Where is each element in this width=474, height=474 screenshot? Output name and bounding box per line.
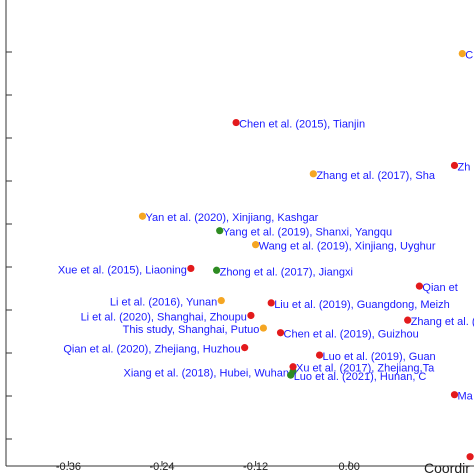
data-point-19 (289, 363, 297, 371)
data-label-8: Zhong et al. (2017), Jiangxi (220, 266, 353, 278)
data-point-7 (187, 264, 195, 273)
data-point-22 (466, 453, 474, 461)
x-tick-label-0: -0.36 (56, 461, 81, 473)
data-label-7: Xue et al. (2015), Liaoning (58, 264, 187, 276)
data-label-5: Yang et al. (2019), Shanxi, Yangqu (223, 227, 392, 239)
axes: -0.36 -0.24 -0.12 0.00 (5, 0, 474, 473)
data-point-14 (259, 324, 267, 332)
data-point-13 (404, 316, 412, 324)
data-point-0 (458, 49, 466, 58)
data-point-8 (213, 266, 221, 274)
data-point-9 (415, 282, 423, 290)
data-point-21 (450, 391, 459, 399)
data-label-15: Chen et al. (2019), Guizhou (284, 329, 419, 341)
data-label-12: Li et al. (2020), Shanghai, Zhoupu (81, 311, 247, 323)
data-label-18: Xiang et al. (2018), Hubei, Wuhan (124, 367, 290, 379)
x-tick-label-3: 0.00 (338, 461, 359, 473)
data-point-12 (247, 311, 255, 320)
data-point-6 (252, 241, 260, 249)
data-point-16 (241, 344, 249, 352)
data-point-11 (267, 299, 275, 307)
data-label-10: Li et al. (2016), Yunan (110, 297, 217, 309)
data-label-20: Luo et al. (2021), Hunan, C (294, 371, 427, 383)
data-label-17: Luo et al. (2019), Guan (323, 351, 436, 363)
data-point-17 (315, 351, 324, 359)
x-axis-title: Coordir (424, 460, 470, 474)
data-point-10 (217, 296, 225, 305)
x-tick-label-2: -0.12 (243, 461, 268, 473)
data-point-15 (276, 329, 285, 337)
data-label-14: This study, Shanghai, Putuo (123, 324, 260, 336)
data-point-2 (450, 161, 459, 170)
data-label-6: Wang et al. (2019), Xinjiang, Uyghur (259, 241, 436, 253)
data-label-2: Zh (458, 161, 471, 173)
data-label-19: Xu et al. (2017), Zhejiang,Ta (296, 363, 435, 375)
data-label-11: Liu et al. (2019), Guangdong, Meizh (274, 299, 450, 311)
data-label-3: Zhang et al. (2017), Sha (316, 170, 436, 182)
data-label-16: Qian et al. (2020), Zhejiang, Huzhou (63, 344, 240, 356)
data-label-4: Yan et al. (2020), Xinjiang, Kashgar (146, 212, 319, 224)
data-label-21: Ma e (458, 391, 474, 403)
data-label-13: Zhang et al. (2019), Jiangsu, X (411, 316, 474, 328)
data-point-20 (287, 371, 295, 379)
data-point-3 (309, 170, 317, 178)
data-point-5 (216, 227, 224, 235)
x-tick-label-1: -0.24 (149, 461, 174, 473)
data-point-4 (138, 212, 147, 220)
data-label-9: Qian et (422, 282, 457, 294)
data-label-0: C (465, 50, 473, 62)
data-label-1: Chen et al. (2015), Tianjin (239, 119, 365, 131)
data-point-1 (232, 118, 240, 127)
data-marks: C Chen et al. (2015), Tianjin Zh Zhang et a… (58, 50, 474, 461)
